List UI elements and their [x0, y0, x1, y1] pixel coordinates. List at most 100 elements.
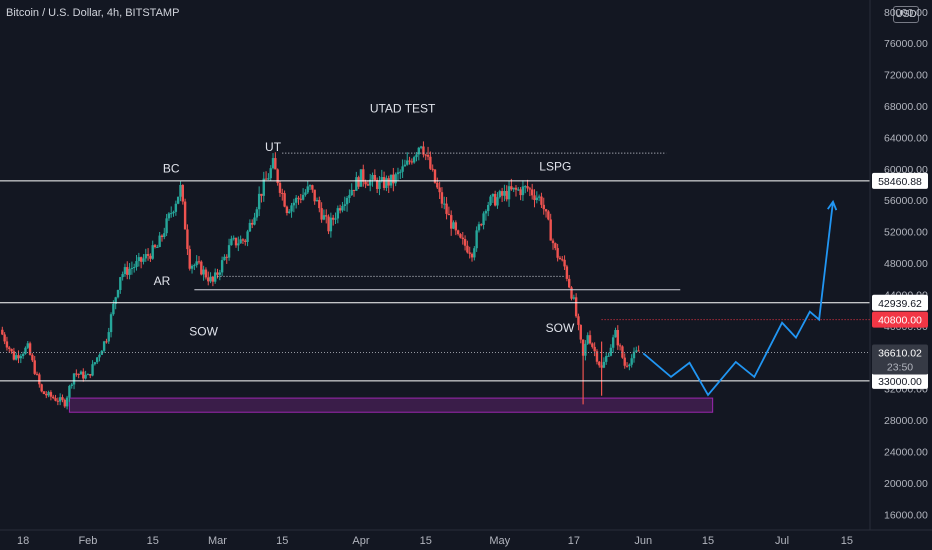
annotation-utad-test: UTAD TEST — [370, 101, 436, 115]
candle-body — [218, 272, 222, 275]
candle-body — [86, 374, 90, 376]
candle-body — [477, 224, 481, 231]
candle-body — [167, 213, 171, 219]
candle-body — [586, 335, 589, 344]
chart-title: Bitcoin / U.S. Dollar, 4h, BITSTAMP — [6, 7, 180, 19]
demand-zone — [68, 397, 714, 413]
candle-body — [431, 168, 434, 170]
candle-body — [526, 186, 529, 189]
candle-body — [56, 400, 60, 402]
candle-body — [72, 373, 76, 385]
candle-body — [565, 266, 569, 279]
candle-body — [100, 350, 104, 355]
candle-body — [271, 158, 275, 169]
candle-body — [355, 177, 358, 191]
candle-body — [322, 215, 326, 220]
candle-body — [248, 222, 252, 232]
candle-body — [318, 200, 321, 209]
candle-body — [93, 362, 97, 365]
candle-body — [142, 258, 145, 262]
range-top-level-badge — [872, 172, 928, 189]
candle-body — [500, 191, 504, 196]
candle-body — [422, 146, 425, 155]
annotation-sow: SOW — [189, 324, 218, 338]
red-level-badge-label: 40800.00 — [878, 315, 922, 327]
candle-body — [637, 350, 640, 352]
candle-body — [276, 169, 279, 184]
time-tick-label: 15 — [420, 535, 432, 547]
candle-body — [591, 343, 594, 347]
candle-body — [598, 361, 601, 366]
range-mid-level-badge — [872, 294, 928, 311]
candle-body — [491, 193, 495, 197]
candle-body — [528, 188, 532, 190]
candle-body — [285, 206, 289, 213]
candle-body — [24, 347, 27, 354]
candle-body — [461, 237, 464, 240]
candle-body — [401, 166, 404, 172]
candle-body — [40, 384, 43, 392]
candle-body — [417, 147, 421, 155]
candle-body — [42, 391, 46, 395]
range-bottom-level-badge-label: 33000.00 — [878, 376, 922, 388]
candle-body — [123, 267, 127, 275]
candle-body — [348, 195, 351, 198]
time-tick-label: Jul — [775, 535, 789, 547]
candle-body — [459, 234, 462, 238]
annotation-lspg: LSPG — [539, 159, 571, 173]
candle-body — [216, 272, 219, 275]
price-tick-label: 48000.00 — [884, 258, 928, 270]
candle-body — [109, 314, 113, 333]
candle-body — [301, 194, 305, 200]
candle-body — [1, 329, 4, 335]
projection-path — [642, 201, 834, 397]
candle-body — [139, 257, 143, 262]
time-tick-label: 18 — [17, 535, 29, 547]
candle-body — [493, 193, 497, 206]
time-tick-label: 15 — [276, 535, 288, 547]
candle-body — [406, 160, 409, 165]
candle-body — [371, 174, 374, 180]
candle-body — [202, 269, 205, 275]
candle-body — [449, 215, 453, 229]
candle-body — [593, 346, 596, 352]
candle-body — [204, 269, 208, 278]
annotation-sow: SOW — [546, 321, 575, 335]
candle-body — [487, 204, 490, 212]
candle-body — [230, 238, 233, 246]
candle-body — [52, 396, 55, 399]
candle-body — [70, 384, 73, 386]
candle-body — [239, 239, 242, 244]
currency-button[interactable]: USD — [893, 6, 919, 23]
candle-body — [179, 184, 182, 197]
candle-body — [535, 197, 539, 201]
candle-body — [436, 182, 439, 188]
candle-body — [519, 189, 522, 196]
candle-body — [244, 240, 247, 242]
candle-body — [292, 202, 296, 206]
time-tick-label: Feb — [78, 535, 97, 547]
candle-body — [137, 257, 141, 262]
candle-body — [290, 205, 293, 212]
annotation-bc: BC — [163, 162, 180, 176]
candle-body — [443, 203, 446, 205]
candle-body — [119, 277, 122, 291]
candle-body — [26, 343, 29, 348]
candle-body — [299, 198, 302, 200]
candle-body — [38, 374, 41, 385]
candle-body — [378, 180, 381, 189]
candle-body — [156, 246, 159, 248]
candle-body — [595, 351, 599, 362]
current-price-level-badge — [872, 344, 928, 375]
candle-body — [98, 354, 101, 358]
candle-body — [264, 178, 268, 180]
candle-body — [473, 248, 476, 258]
candle-body — [475, 230, 478, 249]
current-price-level-badge-label: 36610.02 — [878, 347, 922, 359]
price-tick-label: 52000.00 — [884, 227, 928, 239]
candle-body — [447, 213, 451, 216]
candle-body — [454, 222, 458, 231]
candle-body — [54, 398, 57, 401]
candle-body — [262, 178, 265, 196]
